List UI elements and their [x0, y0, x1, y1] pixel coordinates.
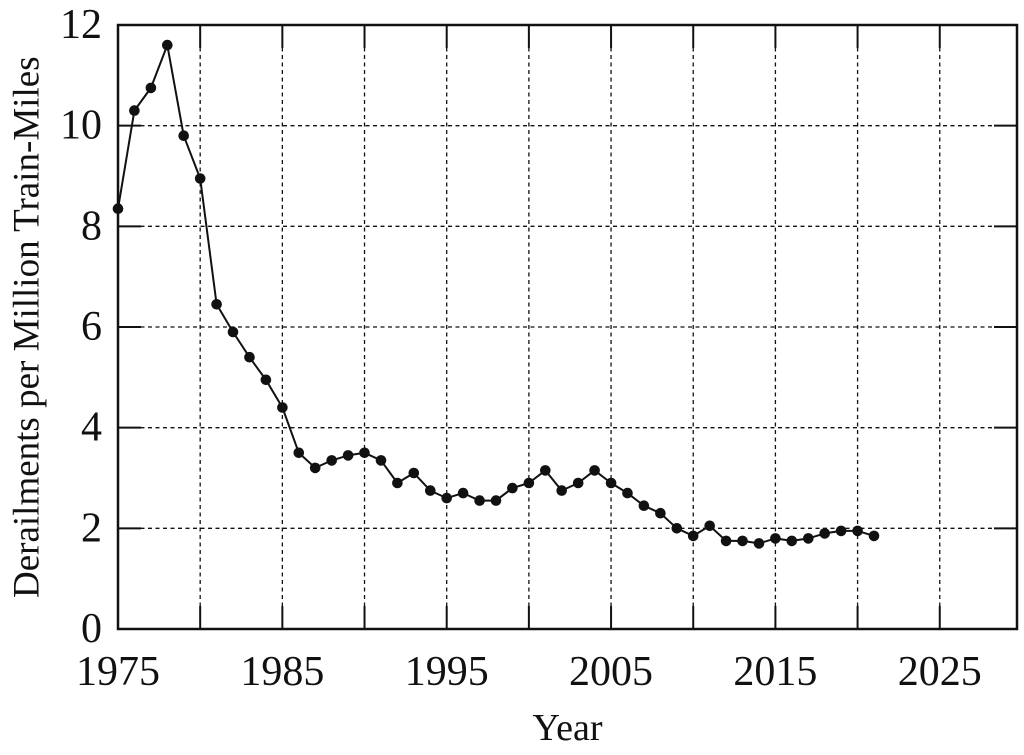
- data-point-1992: [392, 477, 403, 489]
- data-point-1986: [293, 447, 305, 459]
- y-tick-label-6: 6: [81, 304, 102, 350]
- y-tick-label-8: 8: [81, 203, 102, 249]
- data-point-1993: [408, 467, 420, 479]
- data-point-2007: [638, 500, 650, 512]
- y-tick-label-0: 0: [81, 606, 102, 652]
- data-point-1983: [244, 351, 255, 363]
- data-point-2004: [589, 465, 600, 476]
- data-point-2018: [819, 528, 830, 539]
- data-point-2014: [753, 538, 765, 549]
- data-point-2019: [835, 525, 847, 537]
- data-point-1994: [425, 485, 436, 496]
- data-point-1998: [490, 495, 502, 506]
- data-point-1978: [162, 39, 173, 51]
- plot-frame: [116, 23, 1019, 631]
- x-tick-label-2005: 2005: [569, 649, 653, 695]
- y-tick-label-2: 2: [81, 505, 102, 551]
- data-point-2013: [737, 535, 748, 547]
- data-point-2010: [687, 530, 699, 542]
- data-point-1997: [474, 495, 485, 506]
- data-point-1981: [211, 299, 222, 310]
- data-point-2011: [704, 520, 715, 532]
- x-tick-label-1985: 1985: [240, 649, 324, 695]
- data-point-1995: [441, 492, 453, 504]
- data-point-1980: [194, 173, 206, 184]
- data-point-1999: [507, 482, 518, 494]
- data-point-2008: [655, 507, 666, 519]
- x-tick-label-1995: 1995: [405, 649, 489, 695]
- x-tick-label-2025: 2025: [898, 649, 982, 695]
- data-point-2002: [556, 485, 567, 496]
- data-point-2015: [770, 533, 781, 544]
- data-point-1988: [326, 455, 338, 466]
- y-tick-label-12: 12: [60, 2, 102, 48]
- data-point-1987: [309, 462, 321, 474]
- data-point-2006: [622, 487, 633, 499]
- data-point-2003: [572, 477, 584, 489]
- data-point-2009: [671, 523, 683, 534]
- data-point-1989: [342, 450, 354, 461]
- data-point-1996: [457, 487, 469, 499]
- data-point-1977: [145, 82, 157, 94]
- y-tick-label-10: 10: [60, 103, 102, 149]
- data-point-1976: [129, 105, 140, 116]
- y-axis-title: Derailments per Million Train-Miles: [6, 56, 48, 598]
- data-point-2017: [803, 533, 814, 544]
- data-point-1984: [260, 374, 272, 386]
- data-point-2020: [852, 525, 863, 537]
- data-point-1982: [227, 326, 239, 338]
- x-tick-label-2015: 2015: [733, 649, 817, 695]
- data-point-1985: [277, 402, 288, 413]
- data-point-1979: [178, 130, 189, 141]
- data-point-2016: [786, 535, 798, 547]
- x-axis-title: Year: [532, 707, 603, 749]
- data-point-2012: [720, 535, 732, 547]
- data-point-1990: [359, 447, 370, 459]
- data-point-1975: [112, 203, 124, 214]
- data-point-2021: [868, 530, 880, 542]
- data-point-1991: [375, 455, 387, 466]
- data-point-2000: [523, 477, 535, 489]
- y-tick-label-4: 4: [81, 405, 102, 451]
- data-point-2005: [605, 477, 617, 489]
- data-point-2001: [540, 465, 551, 476]
- trend-line: [117, 44, 875, 545]
- x-tick-label-1975: 1975: [76, 649, 160, 695]
